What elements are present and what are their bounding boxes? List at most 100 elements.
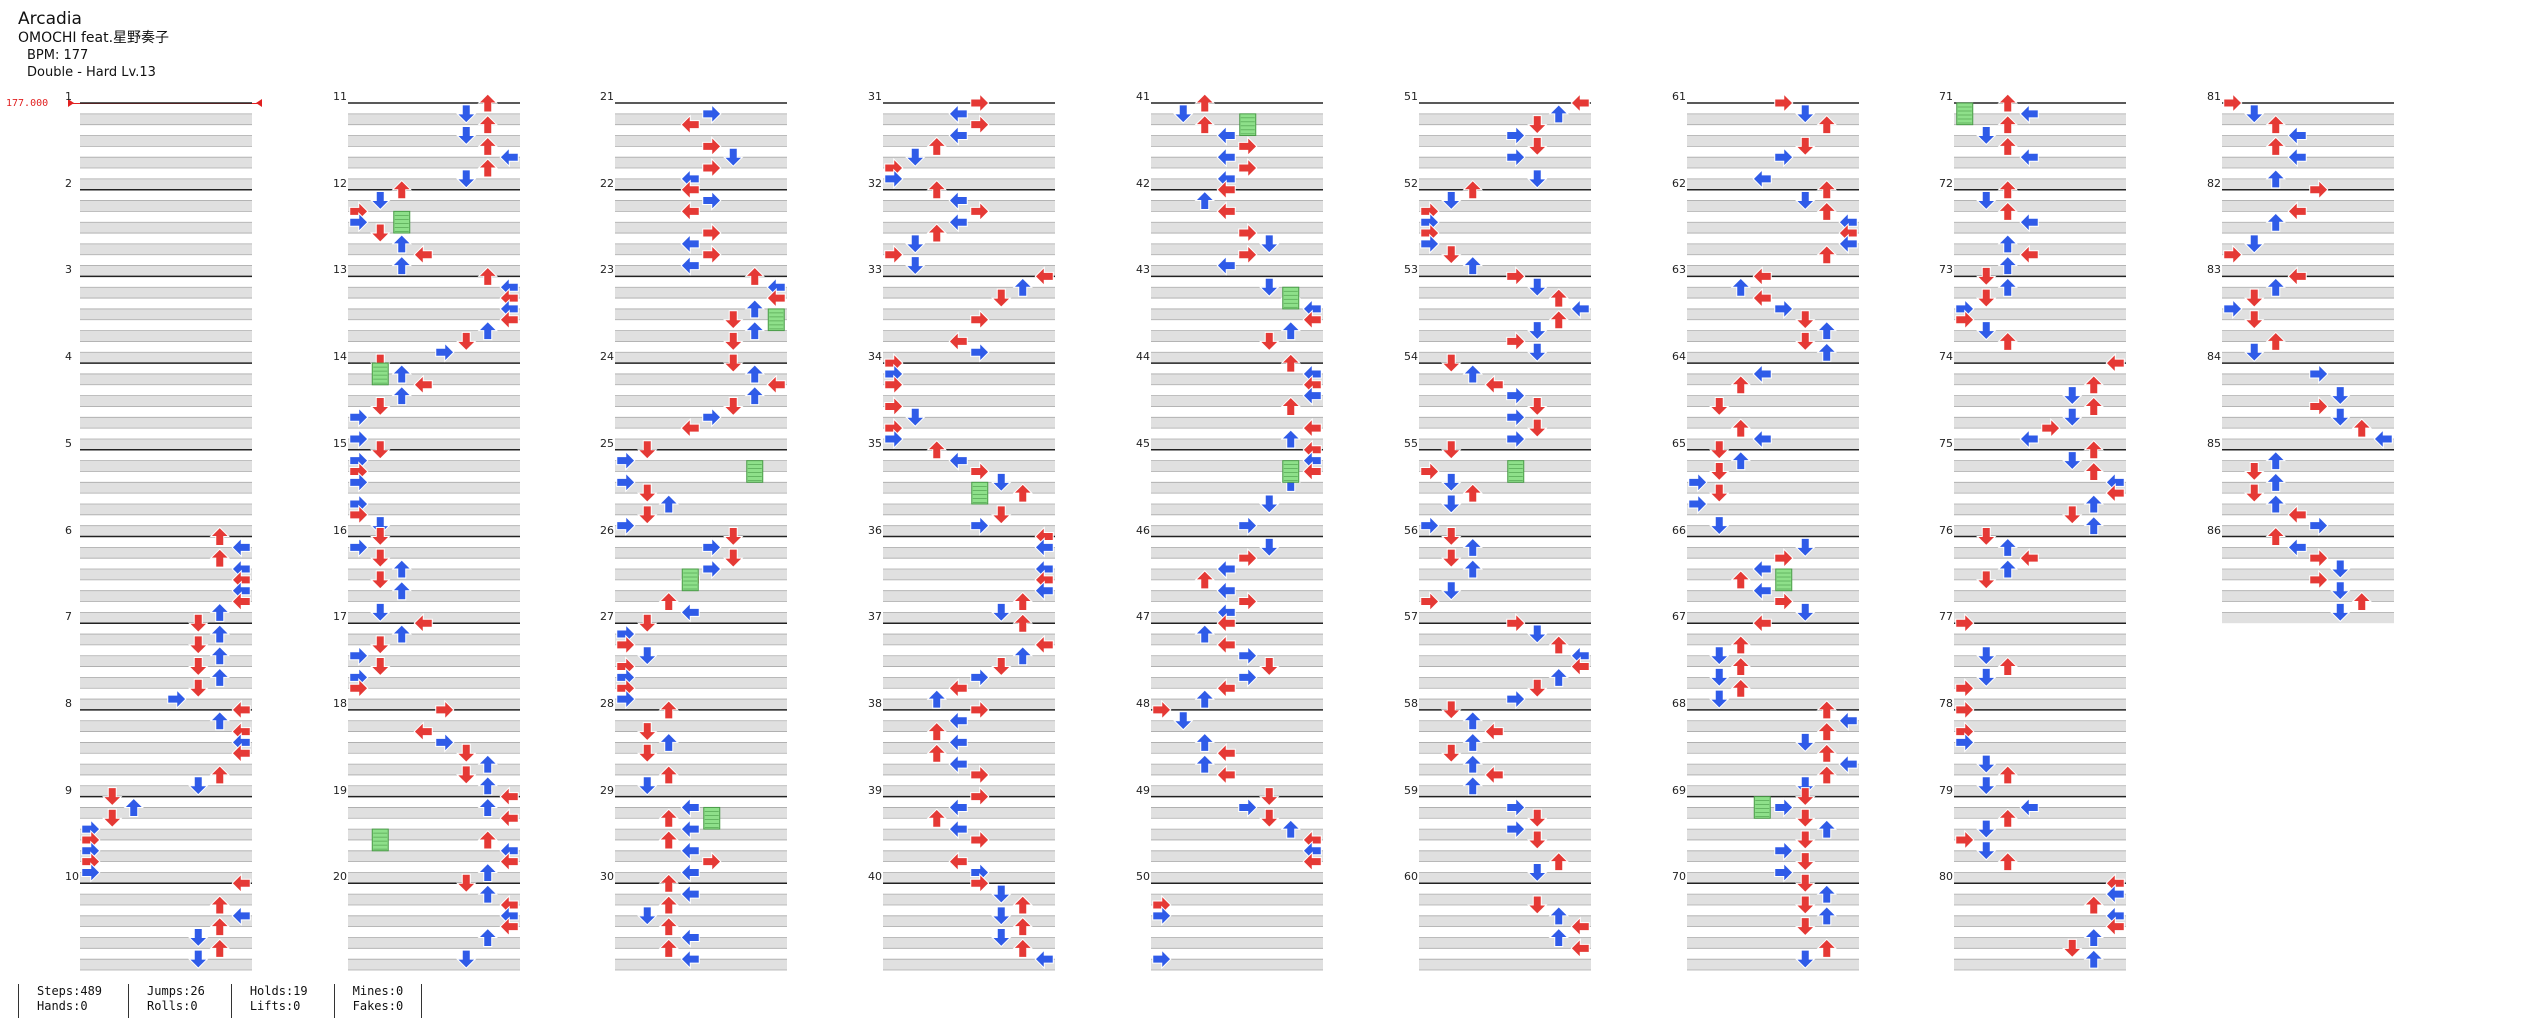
measure-37 [883,622,1055,710]
step-arrow [2105,883,2125,905]
step-arrow [1302,417,1322,439]
step-arrow [1795,830,1816,850]
stat-mines: Mines:0 [352,984,404,998]
measure-number: 75 [1939,436,1953,450]
measure-number: 9 [65,783,72,797]
measure-number: 57 [1404,610,1418,624]
step-arrow [2244,288,2265,308]
measure-number: 71 [1939,90,1953,103]
step-arrow [1976,321,1997,341]
step-arrow [209,916,230,937]
step-arrow [1548,667,1569,687]
step-arrow [926,808,947,828]
step-arrow [1730,656,1751,677]
step-arrow [1752,612,1772,634]
step-arrow [2083,949,2104,969]
step-arrow [1527,169,1548,189]
step-arrow [1152,948,1172,970]
step-arrow [1194,732,1215,752]
step-arrow [499,808,519,829]
step-arrow [1280,320,1301,341]
step-arrow [723,548,744,568]
step-arrow [413,612,433,634]
step-arrow [1420,591,1440,612]
step-arrow [188,657,209,677]
step-arrow [702,103,722,125]
measure-number: 54 [1404,350,1418,364]
measure-72 [1954,188,2126,277]
step-arrow [948,851,968,872]
step-arrow [2223,298,2243,320]
step-arrow [702,407,722,428]
step-arrow [1527,830,1548,850]
step-arrow [2265,526,2286,546]
measure-61 [1687,102,1859,190]
step-arrow [435,732,455,753]
step-arrow [1976,667,1997,688]
step-arrow [1976,527,1997,547]
step-arrow [1816,114,1837,135]
step-arrow [1173,104,1194,124]
step-arrow [2309,547,2329,569]
measure-number: 3 [65,263,72,277]
step-arrow [948,331,968,352]
step-arrow [2019,103,2039,125]
step-arrow [477,927,498,947]
step-arrow [1997,851,2018,872]
step-arrow [1795,732,1816,753]
step-arrow [991,884,1012,904]
step-arrow [723,147,744,167]
measure-number: 5 [65,436,72,450]
measure-number: 21 [600,90,614,103]
step-arrow [680,233,700,255]
step-arrow [1034,634,1054,656]
measure-47 [1151,622,1323,710]
step-arrow [391,580,412,601]
step-arrow [209,624,230,644]
measure-20 [348,882,520,971]
step-arrow [1527,895,1548,915]
step-arrow [1997,537,2018,557]
step-arrow [1484,374,1504,395]
step-arrow [680,948,700,970]
step-arrow [1194,93,1215,113]
step-arrow [637,776,658,796]
step-arrow [1816,245,1837,265]
step-arrow [1527,624,1548,644]
step-arrow [1816,819,1837,839]
measure-number: 69 [1672,783,1686,797]
step-arrow [680,840,700,861]
step-arrow [2223,244,2243,265]
step-arrow [370,657,391,677]
measure-15 [348,449,520,537]
step-arrow [905,147,926,167]
step-arrow [1484,764,1504,786]
step-arrow [1506,385,1526,406]
step-arrow [2244,234,2265,254]
step-arrow [1795,191,1816,211]
step-arrow [456,331,477,352]
step-arrow [680,883,700,905]
step-arrow [102,808,123,828]
stat-jumps: Jumps:26 [147,984,205,998]
measure-26 [615,535,787,624]
step-arrow [1420,515,1440,536]
step-arrow [1955,699,1975,721]
measure-28 [615,709,787,797]
measure-number: 35 [868,436,882,450]
step-arrow [1816,938,1837,958]
step-arrow [1280,353,1301,373]
step-arrow [1506,266,1526,287]
step-arrow [1570,298,1590,320]
step-arrow [391,385,412,406]
step-arrow [744,385,765,406]
step-arrow [1730,277,1751,297]
stat-group-holds: Holds:19 Lifts:0 [230,984,334,1018]
step-arrow [349,504,369,526]
step-arrow [1216,678,1236,699]
step-arrow [884,428,904,450]
step-arrow [1997,179,2018,200]
step-arrow [926,743,947,763]
step-arrow [658,916,679,937]
step-arrow [1216,580,1236,601]
